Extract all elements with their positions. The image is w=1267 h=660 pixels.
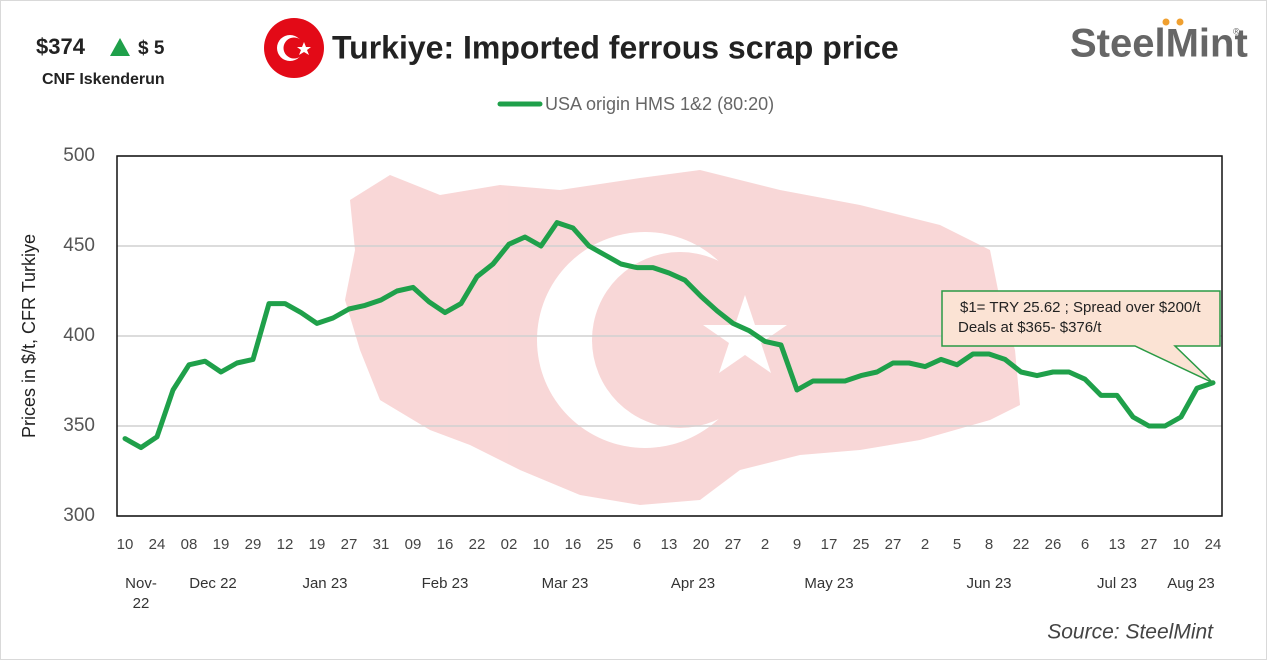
x-tick-label: 25 [853, 536, 870, 553]
month-label: Nov-22 [125, 575, 157, 612]
x-tick-label: 08 [181, 536, 198, 553]
x-tick-label: 8 [985, 536, 993, 553]
x-tick-label: 09 [405, 536, 422, 553]
month-label: Jul 23 [1096, 575, 1138, 592]
x-tick-label: 10 [117, 536, 134, 553]
series-line [122, 220, 1216, 451]
x-tick-label: 16 [437, 536, 454, 553]
annotation: $1= TRY 25.62 ; Spread over $200/t Deals … [941, 290, 1221, 384]
x-tick-label: 6 [633, 536, 641, 553]
logo-mark: ® [1233, 26, 1240, 36]
month-label: Aug 23 [1167, 575, 1215, 592]
x-tick-label: 10 [1173, 536, 1190, 553]
month-label: Apr 23 [670, 575, 716, 592]
month-label: May 23 [804, 575, 854, 592]
logo-dot [1162, 18, 1170, 26]
x-tick-label: 22 [1013, 536, 1030, 553]
chart-title: Turkiye: Imported ferrous scrap price [332, 29, 899, 65]
logo: SteelMint [1070, 22, 1248, 66]
x-tick-label: 29 [245, 536, 262, 553]
legend-label: USA origin HMS 1&2 (80:20) [545, 94, 774, 114]
plot-border [116, 155, 1223, 517]
x-tick-label: 16 [565, 536, 582, 553]
x-tick-label: 25 [597, 536, 614, 553]
x-tick-label: 27 [885, 536, 902, 553]
flag-icon [264, 18, 324, 78]
month-label: Dec 22 [189, 575, 237, 592]
y-axis-title: Prices in $/t, CFR Turkiye [19, 234, 39, 438]
x-tick-label: 5 [953, 536, 961, 553]
y-tick-label: 400 [63, 325, 95, 346]
x-tick-label: 2 [761, 536, 769, 553]
x-tick-label: 24 [149, 536, 166, 553]
source: Source: SteelMint [1047, 621, 1214, 644]
y-tick-label: 300 [63, 505, 95, 526]
x-tick-label: 12 [277, 536, 294, 553]
x-tick-label: 9 [793, 536, 801, 553]
map-background [345, 170, 1020, 505]
x-tick-label: 24 [1205, 536, 1222, 553]
x-tick-label: 6 [1081, 536, 1089, 553]
x-tick-label: 27 [725, 536, 742, 553]
annotation-text: Deals at $365- $376/t [958, 319, 1102, 336]
logo-dot [1176, 18, 1184, 26]
x-tick-label: 10 [533, 536, 550, 553]
month-label: Jun 23 [966, 575, 1012, 592]
x-tick-label: 19 [213, 536, 230, 553]
x-tick-label: 02 [501, 536, 518, 553]
x-tick-label: 13 [661, 536, 678, 553]
x-tick-label: 27 [1141, 536, 1158, 553]
x-tick-label: 2 [921, 536, 929, 553]
month-label: Mar 23 [541, 575, 589, 592]
x-tick-label: 22 [469, 536, 486, 553]
price: $374 [36, 34, 86, 59]
annotation-text: $1= TRY 25.62 ; Spread over $200/t [960, 299, 1201, 316]
y-tick-label: 450 [63, 235, 95, 256]
y-tick-label: 350 [63, 415, 95, 436]
month-label: Feb 23 [421, 575, 469, 592]
x-tick-label: 17 [821, 536, 838, 553]
x-tick-label: 27 [341, 536, 358, 553]
price-change: $ 5 [138, 38, 165, 59]
x-tick-label: 26 [1045, 536, 1062, 553]
x-tick-label: 20 [693, 536, 710, 553]
month-label: Jan 23 [302, 575, 348, 592]
x-tick-label: 13 [1109, 536, 1126, 553]
annotation-box [941, 290, 1221, 384]
location: CNF Iskenderun [42, 71, 165, 88]
up-arrow [110, 38, 130, 56]
x-tick-label: 19 [309, 536, 326, 553]
x-tick-label: 31 [373, 536, 390, 553]
y-tick-label: 500 [63, 145, 95, 166]
